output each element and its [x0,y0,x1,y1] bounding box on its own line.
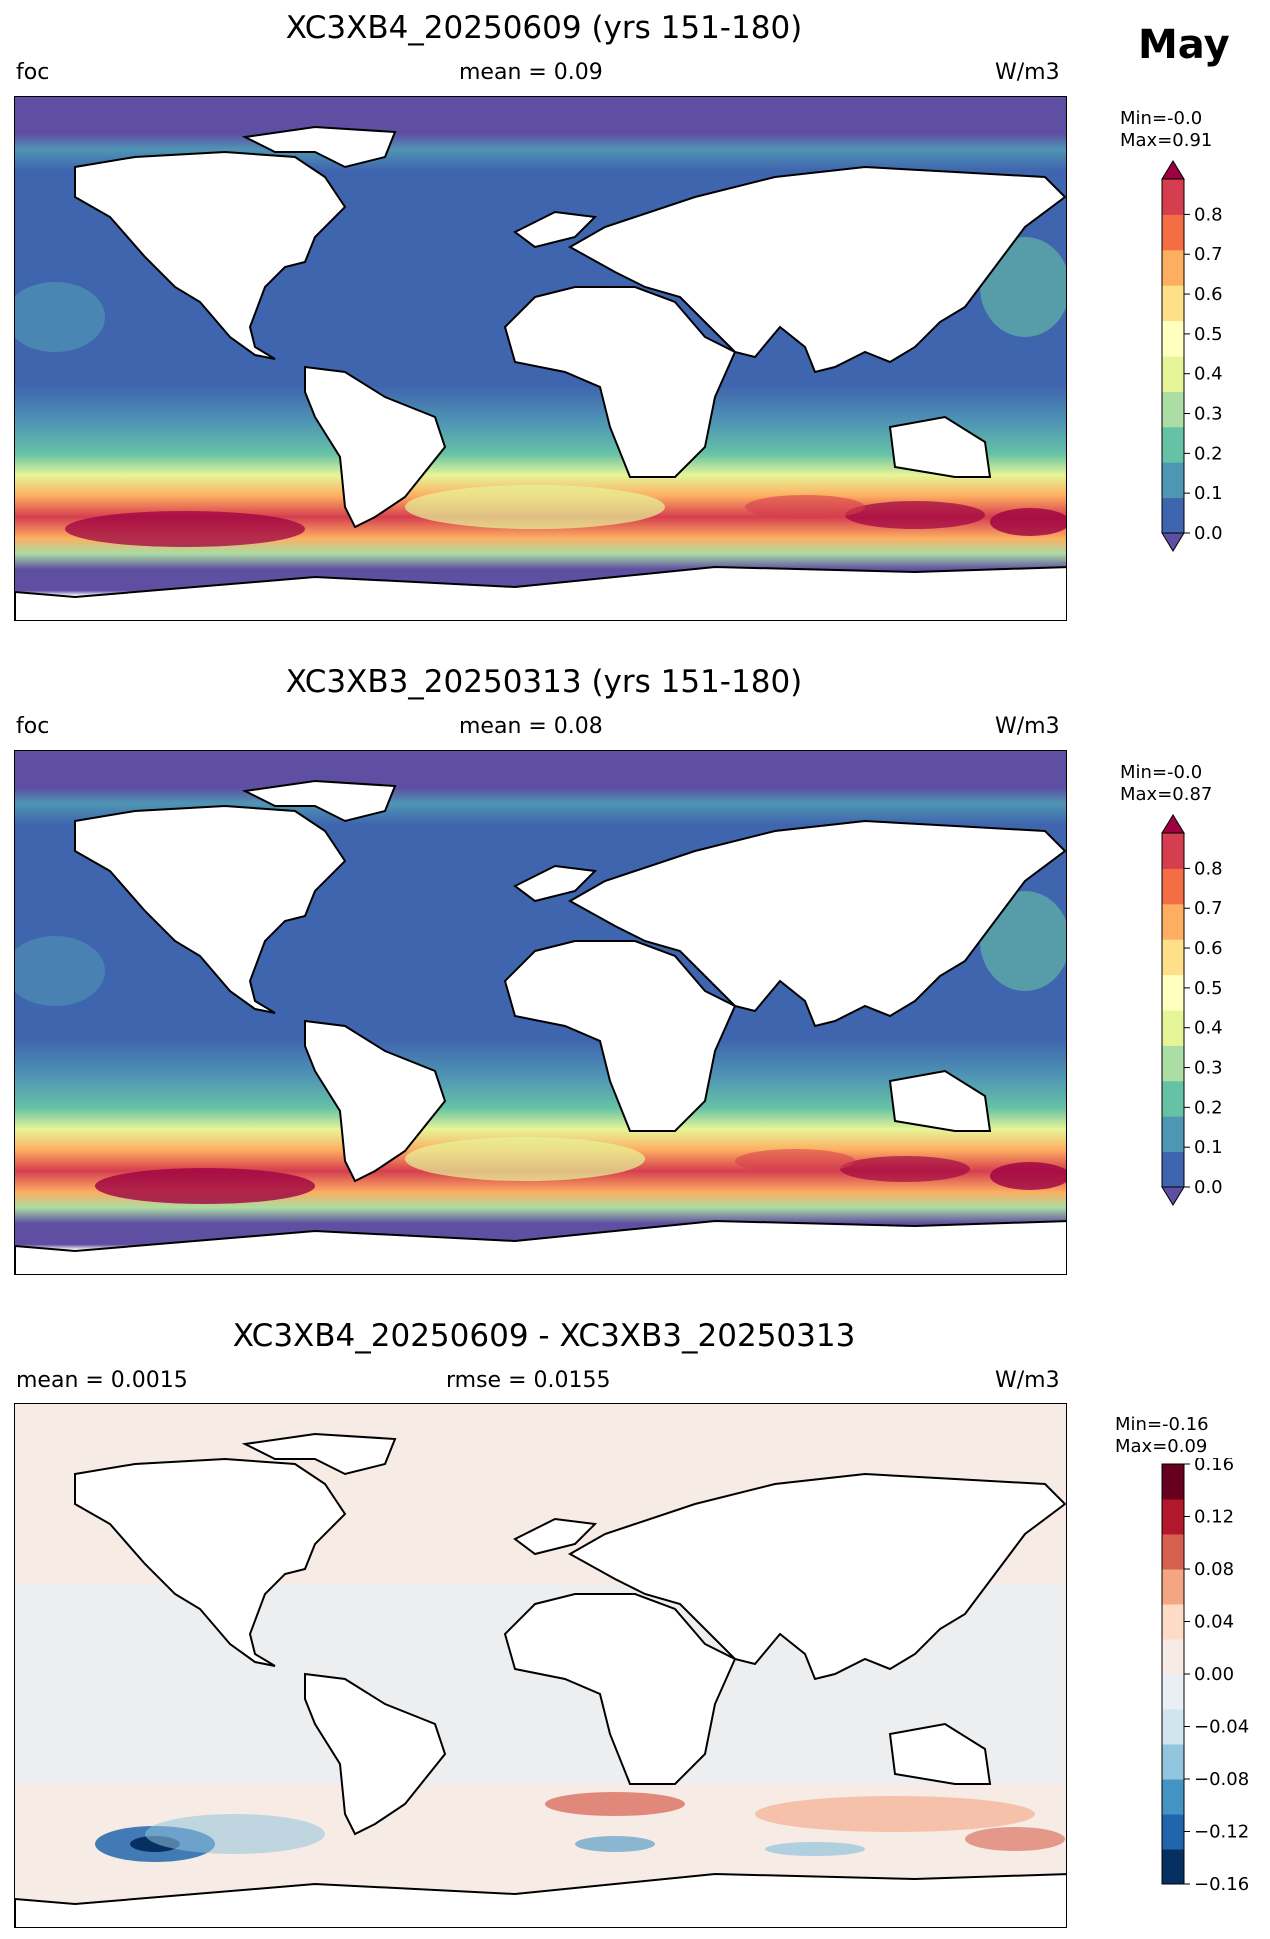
colorbar-segment [1162,1639,1184,1675]
panel2-title: XC3XB3_20250313 (yrs 151-180) [285,664,803,700]
panel1-colorbar: 0.0 0.1 0.2 0.3 0.4 0.5 0.6 0.7 0.8 [1150,155,1260,569]
panel1-mean-label: mean = 0.09 [459,60,603,85]
panel2-land [15,779,1066,1274]
panel1-max-label: Max=0.91 [1120,130,1213,151]
colorbar-tick-label: 0.16 [1194,1458,1234,1475]
panel3-land [15,1432,1066,1927]
colorbar-segment [1162,497,1184,534]
panel1-variable-label: foc [16,60,50,85]
colorbar-extend-max [1161,160,1185,180]
colorbar-segment [1162,1604,1184,1640]
panel3-title: XC3XB4_20250609 - XC3XB3_20250313 [232,1318,856,1354]
colorbar-tick-label: 0.04 [1194,1612,1234,1633]
colorbar-tick-label: 0.6 [1194,284,1223,305]
colorbar-segment [1162,903,1184,940]
panel1-title: XC3XB4_20250609 (yrs 151-180) [285,10,803,46]
panel2-variable-label: foc [16,714,50,739]
colorbar-segment [1162,1080,1184,1117]
panel1-map-svg [15,97,1066,620]
colorbar-segment [1162,462,1184,499]
colorbar-extend-max [1161,814,1185,834]
colorbar-tick-label: 0.8 [1194,858,1223,879]
panel3-max-label: Max=0.09 [1115,1436,1208,1457]
colorbar-segment [1162,285,1184,322]
colorbar-tick-label: 0.0 [1194,523,1223,544]
panel2-map-svg [15,751,1066,1274]
panel2-units-label: W/m3 [995,714,1060,739]
panel1-map [14,96,1067,621]
colorbar-tick-label: −0.16 [1194,1874,1249,1895]
colorbar-tick-label: −0.08 [1194,1769,1249,1790]
panel1-colorbar-svg: 0.0 0.1 0.2 0.3 0.4 0.5 0.6 0.7 0.8 [1161,160,1223,552]
colorbar-segment [1162,214,1184,251]
panel3-colorbar-svg: −0.16 −0.12 −0.08 −0.04 0.00 0.04 0.08 0.12 0.16 [1161,1454,1249,1895]
colorbar-tick-label: 0.5 [1194,324,1223,345]
colorbar-tick-label: 0.00 [1194,1664,1234,1685]
colorbar-tick-label: 0.2 [1194,443,1223,464]
colorbar-segment [1162,1849,1184,1885]
colorbar-segment [1162,1779,1184,1815]
colorbar-tick-label: −0.12 [1194,1822,1249,1843]
colorbar-tick-label: 0.1 [1194,483,1223,504]
colorbar-extend-min [1161,532,1185,552]
colorbar-segment [1162,1151,1184,1188]
colorbar-segment [1162,1116,1184,1153]
colorbar-segment [1162,1010,1184,1046]
colorbar-segment [1162,939,1184,976]
colorbar-segment [1162,1814,1184,1850]
panel1-min-label: Min=-0.0 [1120,108,1203,129]
colorbar-extend-min [1161,1186,1185,1206]
panel3-rmse-label: rmse = 0.0155 [446,1368,611,1393]
panel3-units-label: W/m3 [995,1368,1060,1393]
colorbar-segment [1162,833,1184,869]
panel2-colorbar-svg: 0.0 0.1 0.2 0.3 0.4 0.5 0.6 0.7 0.8 [1161,814,1223,1206]
colorbar-segment [1162,1709,1184,1745]
panel1-units-label: W/m3 [995,60,1060,85]
colorbar-outline [1161,832,1185,1188]
panel3-mean-label: mean = 0.0015 [16,1368,188,1393]
colorbar-segment [1162,1534,1184,1570]
panel3-min-label: Min=-0.16 [1115,1414,1209,1435]
panel2-map [14,750,1067,1275]
colorbar-tick-label: 0.6 [1194,938,1223,959]
colorbar-tick-label: 0.5 [1194,978,1223,999]
colorbar-segment [1162,249,1184,286]
panel2-mean-label: mean = 0.08 [459,714,603,739]
panel1-land [15,125,1066,620]
panel3-map-svg [15,1404,1066,1927]
colorbar-tick-label: 0.08 [1194,1559,1234,1580]
colorbar-tick-label: 0.7 [1194,244,1223,265]
month-label: May [1138,22,1230,68]
colorbar-tick-label: 0.4 [1194,364,1223,385]
colorbar-segment [1162,320,1184,357]
panel3-map [14,1403,1067,1928]
colorbar-segment [1162,1674,1184,1710]
colorbar-segment [1162,179,1184,215]
panel2-min-label: Min=-0.0 [1120,762,1203,783]
colorbar-segment [1162,868,1184,905]
colorbar-outline [1161,178,1185,534]
panel3-colorbar: −0.16 −0.12 −0.08 −0.04 0.00 0.04 0.08 0.12 0.16 [1150,1454,1260,1902]
colorbar-tick-label: 0.8 [1194,204,1223,225]
colorbar-segment [1162,1045,1184,1082]
colorbar-tick-label: 0.1 [1194,1137,1223,1158]
colorbar-tick-label: 0.7 [1194,898,1223,919]
colorbar-tick-label: 0.3 [1194,404,1223,425]
colorbar-tick-label: 0.0 [1194,1177,1223,1198]
colorbar-segment [1162,391,1184,428]
colorbar-segment [1162,1569,1184,1605]
colorbar-segment [1162,426,1184,463]
colorbar-tick-label: 0.12 [1194,1507,1234,1528]
colorbar-tick-label: −0.04 [1194,1717,1249,1738]
colorbar-tick-label: 0.4 [1194,1018,1223,1039]
panel2-max-label: Max=0.87 [1120,784,1213,805]
colorbar-segment [1162,1744,1184,1780]
colorbar-tick-label: 0.2 [1194,1097,1223,1118]
colorbar-tick-label: 0.3 [1194,1058,1223,1079]
panel2-colorbar: 0.0 0.1 0.2 0.3 0.4 0.5 0.6 0.7 0.8 [1150,809,1260,1223]
colorbar-segment [1162,1499,1184,1535]
colorbar-segment [1162,1464,1184,1500]
colorbar-segment [1162,356,1184,392]
colorbar-segment [1162,974,1184,1011]
